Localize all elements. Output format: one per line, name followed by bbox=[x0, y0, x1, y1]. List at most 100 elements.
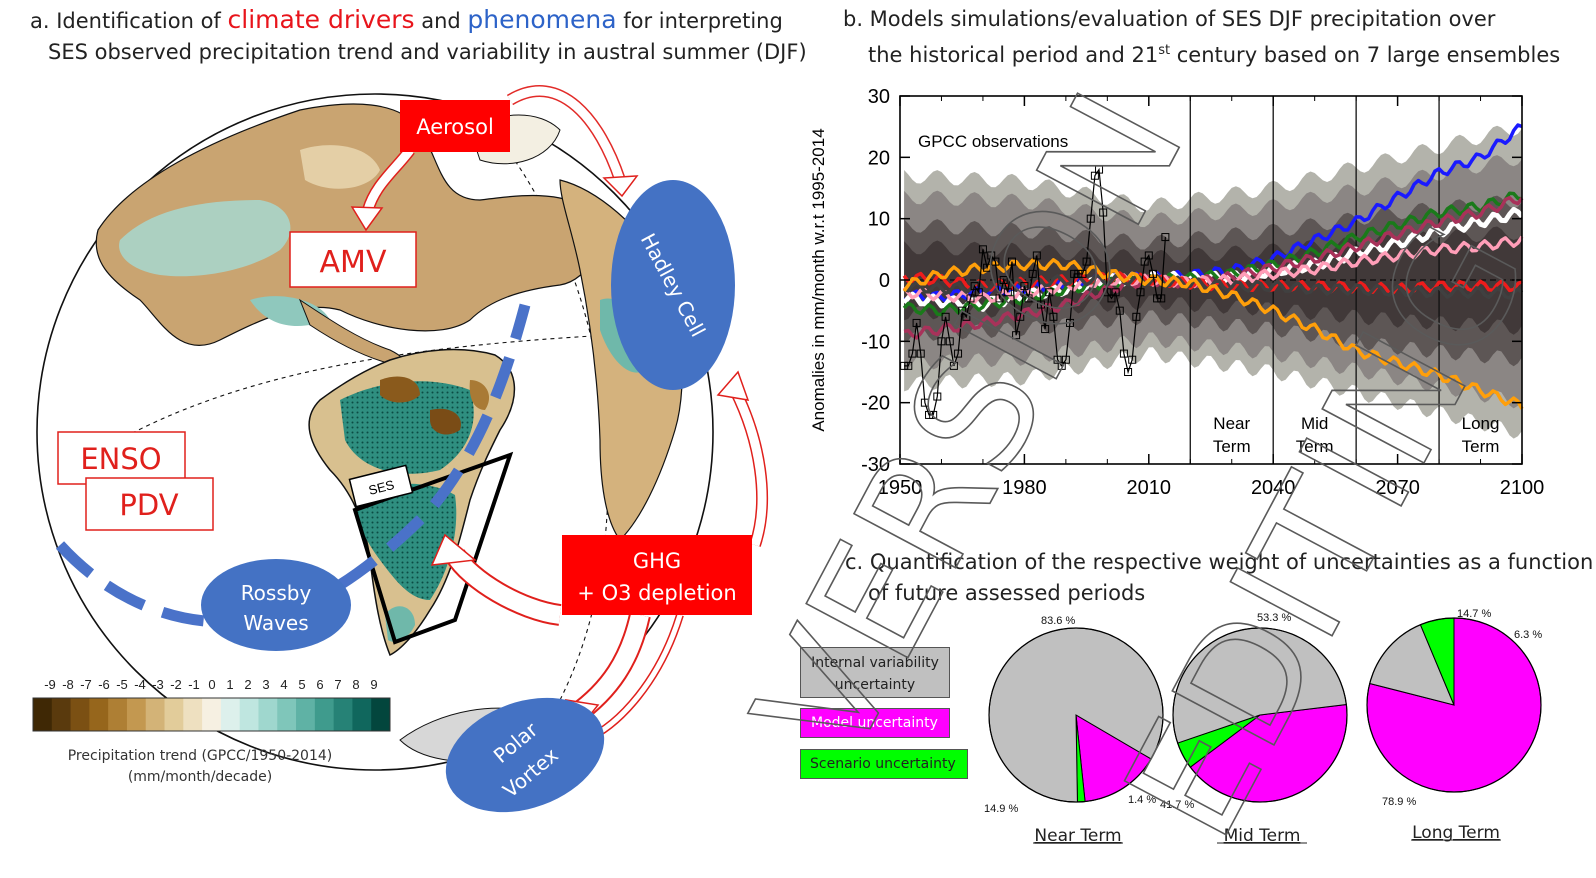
colorbar-tick-label: 6 bbox=[316, 677, 323, 692]
colorbar-tick-label: 5 bbox=[298, 677, 305, 692]
colorbar-swatch bbox=[371, 698, 391, 731]
colorbar-tick-label: -3 bbox=[152, 677, 164, 692]
x-tick-label: 2070 bbox=[1375, 477, 1420, 499]
aerosol-label: Aerosol bbox=[416, 115, 494, 139]
y-tick-label: 20 bbox=[868, 147, 890, 169]
north-america-land bbox=[95, 103, 599, 347]
gpcc-observation-marker bbox=[1157, 294, 1166, 303]
colorbar-tick-label: -9 bbox=[44, 677, 56, 692]
gpcc-observation-marker bbox=[1032, 251, 1041, 260]
gpcc-observation-marker bbox=[974, 288, 983, 297]
x-tick-label: 2040 bbox=[1251, 477, 1296, 499]
gpcc-observation-marker bbox=[937, 337, 946, 346]
gpcc-observation-marker bbox=[945, 337, 954, 346]
gpcc-observation-marker bbox=[1107, 294, 1116, 303]
colorbar-swatch bbox=[333, 698, 353, 731]
gpcc-observation-marker bbox=[966, 294, 975, 303]
gpcc-observation-marker bbox=[995, 294, 1004, 303]
gpcc-observation-marker bbox=[1078, 269, 1087, 278]
gpcc-observation-marker bbox=[1049, 312, 1058, 321]
colorbar-swatch bbox=[70, 698, 90, 731]
panel-a-diagram: SES Aerosol AMV ENSO PDV GHG + O3 deplet… bbox=[32, 85, 769, 813]
gpcc-observation-marker bbox=[908, 349, 917, 358]
gpcc-observation-marker bbox=[1136, 288, 1145, 297]
enso-label: ENSO bbox=[80, 442, 161, 476]
pie-title: Mid Term bbox=[1224, 826, 1301, 846]
y-tick-label: -20 bbox=[861, 393, 890, 415]
gpcc-observation-marker bbox=[1012, 331, 1021, 340]
ses-label: SES bbox=[367, 477, 396, 498]
colorbar-tick-label: -7 bbox=[80, 677, 92, 692]
colorbar-tick-label: 2 bbox=[244, 677, 251, 692]
y-tick-label: 10 bbox=[868, 209, 890, 231]
gpcc-observation-marker bbox=[983, 263, 992, 272]
gpcc-observation-marker bbox=[1090, 171, 1099, 180]
gpcc-observation-marker bbox=[1124, 368, 1133, 376]
pie-outline bbox=[988, 627, 1164, 803]
pie-percent-label: 14.9 % bbox=[984, 803, 1018, 815]
ses-label-box bbox=[348, 464, 414, 508]
colorbar-swatch bbox=[183, 698, 203, 731]
gpcc-observation-marker bbox=[999, 276, 1008, 284]
gpcc-observation-marker bbox=[1148, 269, 1157, 278]
pie-percent-label: 6.3 % bbox=[1514, 629, 1542, 641]
gpcc-observation-marker bbox=[1003, 288, 1012, 297]
climate-drivers-label: climate drivers bbox=[227, 5, 415, 34]
x-tick-label: 2100 bbox=[1500, 477, 1545, 499]
gpcc-observation-marker bbox=[912, 318, 921, 327]
uncertainty-pie-charts: Near Term 83.6 % 14.9 % 1.4 % Mid Term 53.3 %… bbox=[984, 608, 1542, 846]
gpcc-observation-marker bbox=[1053, 355, 1062, 364]
near-term-label: Near bbox=[1213, 414, 1250, 433]
mid-term-label-line2: Term bbox=[1296, 437, 1334, 456]
colorbar-swatch bbox=[202, 698, 222, 731]
panel-c-title: c. Quantification of the respective weig… bbox=[845, 550, 1594, 574]
gpcc-observation-marker bbox=[1144, 251, 1153, 260]
gpcc-observation-marker bbox=[970, 282, 979, 291]
long-term-label-line2: Term bbox=[1462, 437, 1500, 456]
colorbar-tick-label: 9 bbox=[370, 677, 377, 692]
colorbar-swatch bbox=[220, 698, 241, 731]
amv-label: AMV bbox=[320, 245, 387, 280]
gpcc-observation-marker bbox=[1045, 288, 1054, 297]
colorbar-tick-label: -4 bbox=[134, 677, 146, 692]
phenomena-label: phenomena bbox=[467, 5, 617, 34]
colorbar-tick-label: -2 bbox=[170, 677, 182, 692]
colorbar-tick-label: 0 bbox=[208, 677, 215, 692]
x-tick-label: 1980 bbox=[1002, 477, 1047, 499]
panel-a-subtitle: SES observed precipitation trend and var… bbox=[48, 40, 807, 64]
gpcc-observation-marker bbox=[1061, 355, 1070, 364]
colorbar-tick-label: -1 bbox=[188, 677, 200, 692]
gpcc-observation-line bbox=[904, 167, 1166, 416]
colorbar-swatch bbox=[239, 698, 259, 731]
colorbar-swatch bbox=[258, 698, 278, 731]
o3-depletion-label: + O3 depletion bbox=[577, 581, 736, 605]
colorbar-swatch bbox=[51, 698, 72, 731]
hadley-cell-ellipse bbox=[611, 180, 735, 390]
gpcc-observation-marker bbox=[1086, 214, 1095, 223]
gpcc-observation-marker bbox=[978, 245, 987, 254]
x-tick-label: 1950 bbox=[878, 477, 923, 499]
ensemble-series-line bbox=[902, 191, 1523, 317]
colorbar-swatch bbox=[126, 698, 147, 731]
gpcc-observation-marker bbox=[1111, 288, 1120, 297]
precipitation-colorbar: -9 -8 -7 -6 -5 -4 -3 -2 -1 0 1 2 3 4 5 6 7 8 9 bbox=[32, 677, 391, 732]
gpcc-observation-marker bbox=[1140, 257, 1149, 266]
x-tick-label: 2010 bbox=[1127, 477, 1172, 499]
gpcc-observation-marker bbox=[949, 361, 958, 370]
y-tick-label: -10 bbox=[861, 331, 890, 353]
colorbar-tick-label: 7 bbox=[334, 677, 341, 692]
legend-scenario-uncertainty: Scenario uncertainty bbox=[800, 749, 968, 779]
gpcc-observation-marker bbox=[958, 306, 967, 315]
pie-percent-label: 53.3 % bbox=[1257, 612, 1291, 624]
gpcc-observation-marker bbox=[916, 349, 925, 358]
pie-outline bbox=[1172, 627, 1348, 803]
panel-a-title: a. Identification of climate drivers and… bbox=[30, 5, 783, 34]
gpcc-observation-marker bbox=[987, 251, 996, 260]
y-tick-label: -30 bbox=[861, 454, 890, 476]
colorbar-tick-label: 4 bbox=[280, 677, 287, 692]
pie-percent-label: 1.4 % bbox=[1128, 794, 1156, 806]
gpcc-observation-marker bbox=[1028, 269, 1037, 278]
waves-label: Waves bbox=[243, 611, 308, 635]
colorbar-units: (mm/month/decade) bbox=[128, 769, 272, 785]
gpcc-observation-marker bbox=[933, 392, 942, 401]
